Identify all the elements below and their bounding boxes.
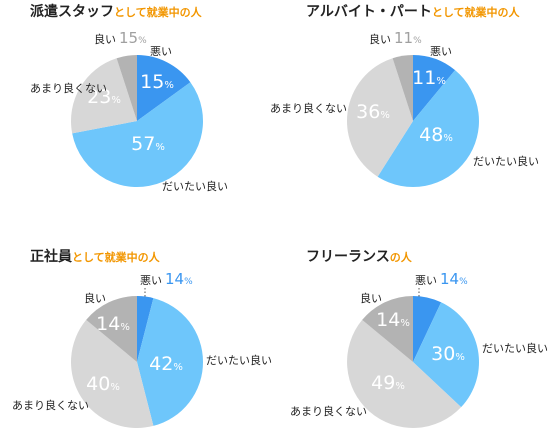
pie-slice-bad xyxy=(392,55,413,121)
pie-value-label-fair: 57% xyxy=(131,133,165,155)
pie-slice-bad xyxy=(362,296,413,362)
pie-value-label-fair: 42% xyxy=(149,353,183,375)
pie-slice-good xyxy=(137,55,191,121)
pie-value-label-outside: 14 xyxy=(165,270,184,288)
pie-slice-good xyxy=(137,296,154,362)
chart-title-main: フリーランス xyxy=(306,249,390,265)
chart-title: アルバイト・パートとして就業中の人 xyxy=(306,4,521,20)
category-label-bad: 悪い 14% xyxy=(140,270,193,288)
pie-value-label-good: 11% xyxy=(412,67,446,89)
chart-title-main: 派遣スタッフ xyxy=(30,3,114,20)
pie-value-label-fair: 48% xyxy=(419,124,453,146)
pie-slice-fair xyxy=(72,82,203,187)
category-label-bad: 悪い 14% xyxy=(415,270,468,288)
pie-value-label-good: 15% xyxy=(140,71,174,93)
pie-value-label-notvery: 23% xyxy=(87,86,121,108)
category-label-bad: 悪い xyxy=(430,45,452,58)
chart-title-main: アルバイト・パート xyxy=(306,4,432,20)
category-label-good: 良い 11% xyxy=(369,29,422,47)
chart-title: 派遣スタッフとして就業中の人 xyxy=(30,3,203,20)
pie-slice-bad xyxy=(86,296,137,362)
category-label-fair: だいたい良い xyxy=(162,179,228,193)
pie-slice-good xyxy=(413,296,442,362)
category-label-notvery: あまり良くない xyxy=(290,404,367,418)
pie-slice-notvery xyxy=(71,319,154,429)
category-label-good: 良い xyxy=(84,291,106,305)
chart-title-sub: として就業中の人 xyxy=(432,5,521,19)
pie-value-label-outside: 14 xyxy=(440,270,459,288)
pie-value-label-notvery: 36% xyxy=(356,101,390,123)
category-label-good: 良い 15% xyxy=(94,29,147,47)
pie-value-label-bad: 14% xyxy=(376,309,410,331)
pie-slice-good xyxy=(413,55,456,121)
pie-slice-notvery xyxy=(347,319,462,428)
pie-slice-notvery xyxy=(71,58,137,134)
chart-title-sub: の人 xyxy=(390,250,413,264)
pie-value-label-outside: 15 xyxy=(119,29,138,47)
pie-value-label-fair: 30% xyxy=(431,343,465,365)
pie-value-label-notvery: 49% xyxy=(371,372,405,394)
pie-value-label-outside: 11 xyxy=(394,29,413,47)
category-label-good: 良い xyxy=(360,291,382,305)
pie-slice-fair xyxy=(137,298,204,426)
chart-title: フリーランスの人 xyxy=(306,249,413,265)
category-label-notvery: あまり良くない xyxy=(30,81,107,95)
category-label-bad: 悪い xyxy=(150,45,172,58)
pie-slice-fair xyxy=(377,70,479,187)
pie-slice-fair xyxy=(413,302,479,408)
pie-slice-notvery xyxy=(346,58,413,177)
chart-title-sub: として就業中の人 xyxy=(72,250,161,264)
chart-title-sub: として就業中の人 xyxy=(114,5,203,19)
category-label-fair: だいたい良い xyxy=(482,341,548,355)
category-label-fair: だいたい良い xyxy=(473,154,539,168)
pie-value-label-bad: 14% xyxy=(96,313,130,335)
chart-title: 正社員として就業中の人 xyxy=(30,248,161,265)
chart-title-main: 正社員 xyxy=(30,248,72,265)
category-label-notvery: あまり良くない xyxy=(270,101,347,115)
category-label-notvery: あまり良くない xyxy=(12,398,89,412)
pie-slice-bad xyxy=(116,55,137,121)
category-label-fair: だいたい良い xyxy=(206,353,272,367)
pie-value-label-notvery: 40% xyxy=(86,373,120,395)
